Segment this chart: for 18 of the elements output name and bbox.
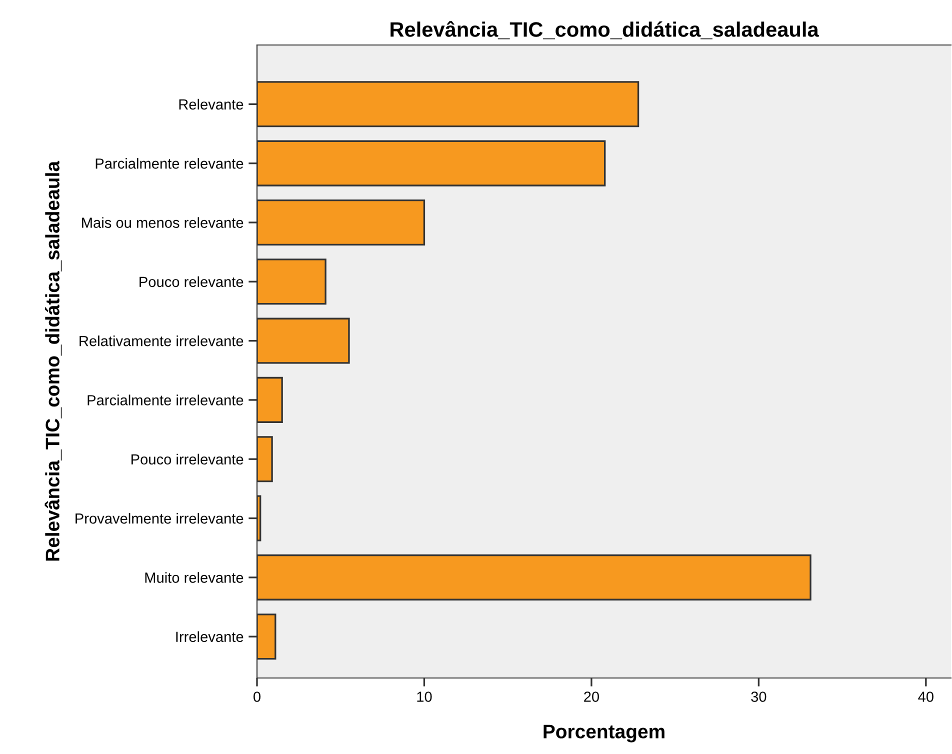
x-tick-label: 10 xyxy=(417,692,432,702)
y-axis-title: Relevância_TIC_como_didática_saladeaula xyxy=(44,160,62,561)
x-tick-label: 0 xyxy=(254,692,260,702)
y-tick-label: Provavelmente irrelevante xyxy=(76,512,244,524)
y-tick-label: Relevante xyxy=(179,98,244,110)
y-tick-label: Pouco irrelevante xyxy=(132,454,244,465)
y-tick-label: Relativamente irrelevante xyxy=(80,336,244,346)
x-axis-title: Porcentagem xyxy=(544,724,664,742)
y-tick-label: Parcialmente relevante xyxy=(96,158,244,169)
y-tick-label: Irrelevante xyxy=(176,631,244,642)
y-tick-label: Parcialmente irrelevante xyxy=(88,394,244,406)
y-tick-label: Mais ou menos relevante xyxy=(82,217,244,228)
x-tick-label: 30 xyxy=(751,692,766,702)
x-tick-label: 40 xyxy=(918,692,934,702)
x-tick-label: 20 xyxy=(584,692,599,702)
y-tick-label: Pouco relevante xyxy=(140,276,244,288)
y-tick-label: Muito relevante xyxy=(145,572,244,583)
chart-title: Relevância_TIC_como_didática_saladeaula xyxy=(390,21,819,40)
